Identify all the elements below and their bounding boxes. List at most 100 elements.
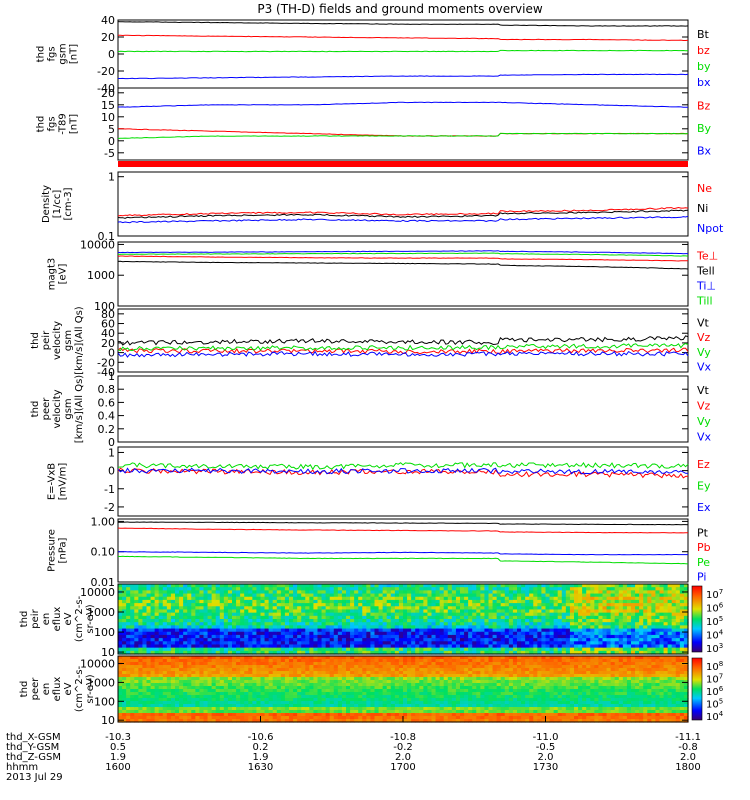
y-tick-label: 1 (108, 370, 115, 383)
spectrogram-cell (138, 619, 144, 623)
spectrogram-cell (508, 647, 514, 652)
spectrogram-cell (248, 698, 253, 702)
spectrogram-cell (280, 680, 286, 684)
spectrogram-cell (337, 584, 343, 588)
spectrogram-cell (443, 593, 449, 598)
spectrogram-cell (631, 644, 636, 649)
spectrogram-cell (651, 622, 657, 626)
spectrogram-cell (390, 631, 396, 636)
spectrogram-cell (170, 674, 176, 678)
spectrogram-cell (329, 599, 335, 604)
spectrogram-cell (582, 584, 587, 588)
spectrogram-cell (582, 606, 587, 611)
spectrogram-cell (423, 638, 429, 642)
spectrogram-cell (158, 674, 164, 678)
spectrogram-cell (175, 719, 180, 723)
spectrogram-cell (280, 638, 286, 642)
spectrogram-cell (610, 634, 616, 639)
spectrogram-cell (403, 713, 408, 717)
series-line (117, 21, 689, 27)
spectrogram-cell (126, 593, 131, 598)
spectrogram-cell (158, 656, 164, 660)
spectrogram-cell (191, 662, 196, 666)
spectrogram-cell (118, 698, 123, 702)
spectrogram-cell (464, 619, 469, 623)
spectrogram-cell (289, 665, 294, 669)
spectrogram-cell (427, 638, 433, 642)
spectrogram-cell (574, 590, 579, 595)
spectrogram-cell (419, 662, 424, 666)
spectrogram-cell (358, 719, 363, 723)
spectrogram-cell (289, 599, 294, 604)
spectrogram-cell (276, 689, 282, 693)
spectrogram-cell (378, 584, 384, 588)
spectrogram-cell (329, 710, 335, 714)
spectrogram-cell (276, 713, 282, 717)
spectrogram-cell (232, 704, 237, 708)
spectrogram-cell (301, 677, 306, 681)
spectrogram-cell (305, 634, 310, 639)
spectrogram-cell (305, 707, 310, 711)
spectrogram-cell (341, 683, 347, 687)
spectrogram-cell (606, 622, 612, 626)
spectrogram-cell (191, 689, 196, 693)
spectrogram-cell (240, 671, 245, 675)
spectrogram-cell (219, 707, 225, 711)
spectrogram-cell (264, 596, 270, 601)
spectrogram-cell (683, 615, 689, 620)
spectrogram-cell (268, 612, 274, 617)
spectrogram-cell (484, 634, 490, 639)
spectrogram-cell (317, 665, 323, 669)
spectrogram-cell (472, 641, 477, 646)
spectrogram-cell (394, 713, 400, 717)
spectrogram-cell (329, 686, 335, 690)
spectrogram-cell (618, 603, 624, 607)
spectrogram-cell (472, 612, 477, 617)
spectrogram-cell (496, 587, 502, 591)
spectrogram-cell (280, 698, 286, 702)
spectrogram-cell (675, 638, 681, 642)
spectrogram-cell (122, 686, 127, 690)
spectrogram-cell (333, 707, 339, 711)
spectrogram-cell (651, 584, 657, 588)
spectrogram-cell (594, 638, 600, 642)
spectrogram-cell (488, 615, 494, 620)
legend-ey: Ey (697, 480, 711, 493)
spectrogram-cell (370, 606, 376, 611)
spectrogram-cell (150, 603, 156, 607)
spectrogram-cell (423, 662, 429, 666)
spectrogram-cell (468, 650, 473, 655)
spectrogram-cell (398, 656, 404, 660)
spectrogram-cell (276, 698, 282, 702)
spectrogram-cell (411, 641, 416, 646)
spectrogram-cell (403, 650, 408, 655)
legend-vt: Vt (697, 384, 710, 397)
spectrogram-cell (590, 625, 595, 630)
spectrogram-cell (309, 716, 315, 720)
spectrogram-cell (158, 619, 164, 623)
spectrogram-cell (415, 606, 420, 611)
spectrogram-cell (590, 644, 595, 649)
spectrogram-cell (321, 683, 327, 687)
spectrogram-cell (386, 692, 392, 696)
spectrogram-cell (297, 631, 302, 636)
spectrogram-cell (305, 631, 310, 636)
y-tick-label: -20 (97, 65, 115, 78)
spectrogram-cell (423, 606, 429, 611)
spectrogram-cell (386, 631, 392, 636)
spectrogram-cell (223, 719, 229, 723)
spectrogram-cell (374, 628, 380, 633)
spectrogram-cell (256, 710, 262, 714)
spectrogram-cell (679, 596, 685, 601)
spectrogram-cell (280, 631, 286, 636)
spectrogram-cell (386, 677, 392, 681)
spectrogram-cell (158, 587, 164, 591)
spectrogram-cell (606, 584, 612, 588)
spectrogram-cell (565, 628, 571, 633)
spectrogram-cell (118, 647, 123, 652)
spectrogram-cell (211, 704, 217, 708)
spectrogram-cell (244, 599, 249, 604)
spectrogram-cell (354, 704, 359, 708)
series-line (117, 527, 689, 534)
spectrogram-cell (582, 622, 587, 626)
